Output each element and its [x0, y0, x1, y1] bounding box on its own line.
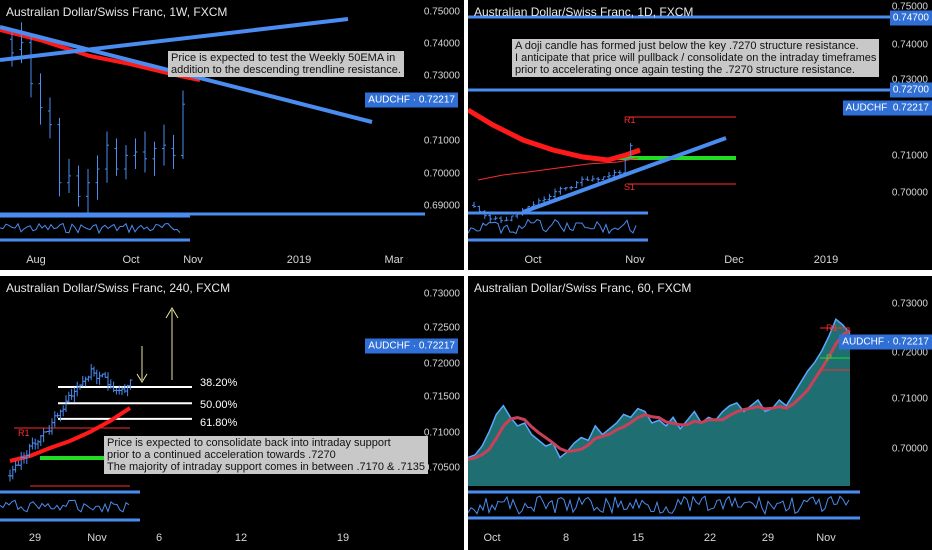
- last-price: 0.72217: [418, 94, 455, 106]
- 4h-oscillator-line: [0, 499, 130, 513]
- y-tick: 0.70500: [423, 462, 460, 474]
- x-tick: 15: [631, 532, 645, 544]
- 4h-chart-title: Australian Dollar/Swiss Franc, 240, FXCM: [6, 281, 231, 295]
- symbol-tag: AUDCHF: [368, 340, 410, 352]
- last-price: 0.72217: [418, 340, 455, 352]
- symbol-tag: AUDCHF: [845, 102, 888, 114]
- weekly-oscillator-line: [0, 222, 181, 235]
- ema-line: [468, 329, 851, 461]
- 1h-chart-svg: [468, 317, 860, 520]
- x-tick: Oct: [122, 254, 140, 266]
- 4h-chart-svg: [0, 307, 192, 522]
- y-tick: 0.72000: [423, 358, 460, 370]
- x-tick: Oct: [483, 532, 501, 544]
- daily-chart-title: Australian Dollar/Swiss Franc, 1D, FXCM: [474, 5, 694, 19]
- y-tick: 0.75000: [891, 1, 928, 13]
- y-tick: 0.75000: [423, 6, 460, 18]
- x-tick: 22: [703, 532, 717, 544]
- pivot-label-r1: R1: [624, 115, 636, 125]
- y-tick: 0.72500: [423, 322, 460, 334]
- x-tick: Dec: [724, 254, 744, 266]
- y-tick: 0.70000: [891, 187, 928, 199]
- x-tick: 29: [761, 532, 775, 544]
- daily-envelope-line: [477, 157, 639, 181]
- y-tick: 0.70000: [891, 443, 928, 455]
- chart-panel-1h: Australian Dollar/Swiss Franc, 60, FXCM …: [468, 276, 932, 550]
- x-tick: Nov: [625, 254, 645, 266]
- chart-panel-4h: Australian Dollar/Swiss Franc, 240, FXCM…: [0, 276, 464, 550]
- symbol-tag: AUDCHF: [368, 94, 410, 106]
- pivot-label-r1: R1: [826, 323, 838, 333]
- last-price: 0.72217: [892, 336, 929, 348]
- last-price: 0.72217: [892, 102, 929, 114]
- y-tick: 0.72000: [891, 347, 928, 359]
- y-tick: 0.71000: [891, 393, 928, 405]
- price-area-line: [468, 317, 851, 459]
- symbol-tag: AUDCHF: [842, 336, 884, 348]
- y-tick: 0.69000: [423, 200, 460, 212]
- fib-label: 50.00%: [200, 399, 238, 411]
- pivot-label-s1: S1: [624, 182, 636, 192]
- resistance-level-tag: 0.72700: [889, 82, 932, 98]
- pullback-arrowhead: [136, 373, 148, 383]
- weekly-chart-title: Australian Dollar/Swiss Franc, 1W, FXCM: [6, 5, 228, 19]
- pivot-label-r1: R1: [18, 428, 30, 438]
- y-tick: 0.70000: [423, 168, 460, 180]
- y-tick: 0.73000: [891, 74, 928, 86]
- chart-annotation: Price is expected to test the Weekly 50E…: [168, 51, 404, 77]
- y-tick: 0.73000: [423, 288, 460, 300]
- price-area-fill: [468, 319, 850, 486]
- ascending-trendline: [0, 17, 349, 62]
- y-tick: 0.74000: [891, 39, 928, 51]
- chart-panel-weekly: Australian Dollar/Swiss Franc, 1W, FXCM …: [0, 0, 464, 270]
- target-arrowhead: [165, 307, 179, 319]
- chart-panel-daily: Australian Dollar/Swiss Franc, 1D, FXCM …: [468, 0, 932, 270]
- x-tick: Nov: [816, 532, 836, 544]
- x-tick: 12: [234, 532, 248, 544]
- symbol-price-tag: AUDCHF · 0.72217: [365, 92, 458, 108]
- x-tick: Mar: [384, 254, 404, 266]
- x-tick: 6: [155, 532, 163, 544]
- daily-ema-line: [468, 107, 641, 163]
- x-tick: 8: [562, 532, 570, 544]
- 1h-chart-title: Australian Dollar/Swiss Franc, 60, FXCM: [474, 281, 692, 295]
- x-tick: Aug: [26, 254, 46, 266]
- pivot-label-p: P: [826, 353, 833, 363]
- y-tick: 0.73000: [891, 298, 928, 310]
- fib-label: 38.20%: [200, 377, 238, 389]
- 1h-oscillator-line: [468, 495, 850, 516]
- daily-chart-svg: [468, 15, 898, 242]
- y-tick: 0.71000: [891, 150, 928, 162]
- x-tick: 2019: [813, 254, 839, 266]
- x-tick: Nov: [183, 254, 203, 266]
- chart-annotation: Price is expected to consolidate back in…: [104, 436, 428, 474]
- top-level-tag: 0.74700: [889, 10, 932, 26]
- fib-label: 61.80%: [200, 417, 238, 429]
- ascending-trendline: [522, 136, 727, 214]
- weekly-chart-svg: [0, 17, 425, 242]
- x-tick: 2019: [286, 254, 312, 266]
- chart-annotation: A doji candle has formed just below the …: [512, 39, 880, 77]
- y-tick: 0.71000: [423, 135, 460, 147]
- x-tick: Nov: [87, 532, 107, 544]
- y-tick: 0.73000: [423, 70, 460, 82]
- symbol-price-tag: AUDCHF 0.72217: [842, 100, 932, 116]
- x-tick: Oct: [524, 254, 542, 266]
- symbol-price-tag: AUDCHF · 0.72217: [839, 334, 932, 350]
- y-tick: 0.71000: [423, 427, 460, 439]
- daily-oscillator-line: [468, 218, 637, 235]
- x-tick: 29: [28, 532, 42, 544]
- x-tick: 19: [336, 532, 350, 544]
- y-tick: 0.71500: [423, 391, 460, 403]
- symbol-price-tag: AUDCHF · 0.72217: [365, 338, 458, 354]
- y-tick: 0.74000: [423, 38, 460, 50]
